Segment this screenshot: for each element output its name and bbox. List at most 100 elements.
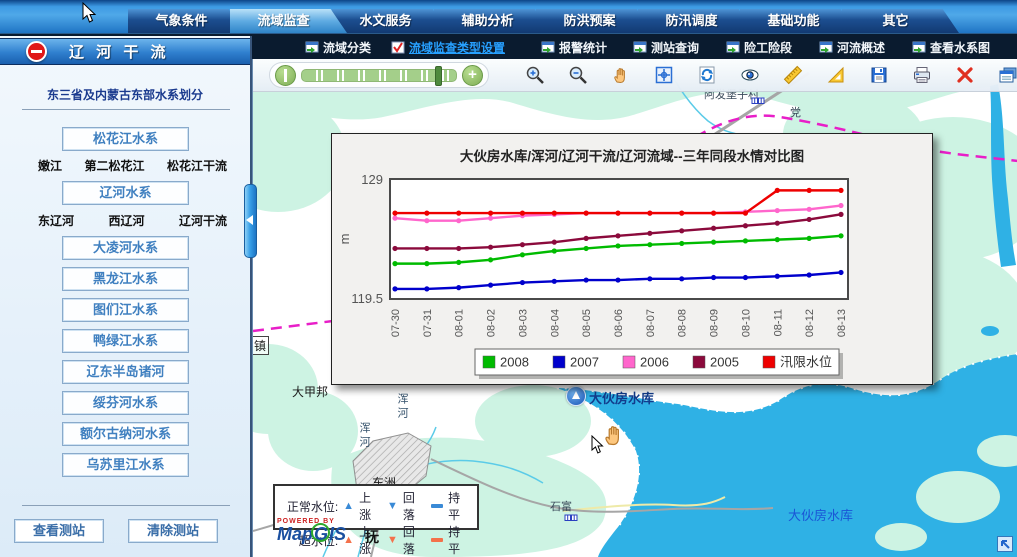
btn-songhuajiang-watershed[interactable]: 松花江水系 [62,127,189,151]
zoom-in-icon[interactable] [525,65,545,85]
menu-item-label: 查看水系图 [930,40,991,55]
form-window-icon [726,41,740,53]
reservoir-marker-label[interactable]: 大伙房水库 [589,391,655,406]
measure-angle-icon[interactable] [826,65,846,85]
legend-swatch [482,355,496,369]
x-tick-label: 08-13 [836,309,848,337]
tab-other[interactable]: 其它 [842,9,959,33]
menu-monitor-type-settings[interactable]: 流域监查类型设置 [391,34,505,60]
nw-arrow-icon [1001,540,1010,549]
zoom-min-button[interactable] [275,64,296,86]
place-label: 大甲邦 [292,385,329,399]
mouse-cursor [82,2,97,23]
reservoir-marker-icon[interactable] [566,386,586,406]
reservoir-water [556,84,1017,557]
fall-triangle-icon: ▼ [386,534,398,546]
btn-wusulijiang-watershed[interactable]: 乌苏里江水系 [62,453,189,477]
btn-suifenhe-watershed[interactable]: 绥芬河水系 [62,391,189,415]
overview-map-toggle[interactable] [997,536,1013,552]
map-area[interactable]: 阿发堡子村 党 哈 镇 大甲邦 浑河 浑河 东洲 抚 石富 大伙房水库 大伙房水… [252,59,1017,557]
menu-alarm-statistics[interactable]: 报警统计 [541,34,607,60]
x-tick-label: 08-07 [645,309,657,337]
menu-basin-classify[interactable]: 流域分类 [305,34,371,60]
menu-item-label: 报警统计 [559,40,608,55]
print-icon[interactable] [912,65,932,85]
powered-by-text: POWERED BY [277,518,335,525]
link-second-songhua[interactable]: 第二松花江 [84,159,145,173]
sidebar-collapse-handle[interactable] [244,184,257,258]
tab-basic-functions[interactable]: 基础功能 [740,9,857,33]
menu-station-query[interactable]: 测站查询 [633,34,699,60]
mapgis-logo: POWERED BY MapGIS [277,518,346,543]
legend-series-name: 2008 [500,355,529,370]
legend-text: 回落 [402,491,415,522]
zoom-plus-button[interactable]: + [462,64,483,86]
tab-basin-monitor[interactable]: 流域监查 [230,9,347,33]
x-tick-label: 07-31 [422,309,434,337]
place-label: 抚 [365,529,379,545]
sidebar-title: 辽 河 干 流 [69,44,170,61]
save-icon[interactable] [869,65,889,85]
collapse-minus-icon[interactable] [26,41,47,62]
tab-flood-dispatch[interactable]: 防汛调度 [638,9,755,33]
tab-weather[interactable]: 气象条件 [128,9,245,33]
link-songhua-mainstream[interactable]: 松花江干流 [166,159,227,173]
btn-liaohe-watershed[interactable]: 辽河水系 [62,181,189,205]
legend-text: 上涨 [359,525,372,556]
x-tick-label: 08-01 [454,309,466,337]
menu-danger-sections[interactable]: 险工险段 [726,34,792,60]
link-nenjiang[interactable]: 嫩江 [38,159,63,173]
tab-aux-analysis[interactable]: 辅助分析 [434,9,551,33]
tab-hydro-service[interactable]: 水文服务 [332,9,449,33]
zoom-slider[interactable]: + [269,62,489,88]
full-extent-icon[interactable] [654,65,674,85]
x-tick-label: 08-05 [581,309,593,337]
measure-ruler-icon[interactable] [783,65,803,85]
reservoir-label: 大伙房水库 [788,508,854,523]
link-liaohe-mainstream[interactable]: 辽河干流 [178,214,227,228]
station-icon [564,514,578,521]
eye-icon[interactable] [740,65,760,85]
legend-series-name: 2006 [640,355,669,370]
window-manager-icon[interactable] [998,65,1017,85]
y-axis-label: m [337,234,352,245]
btn-tumenjiang-watershed[interactable]: 图们江水系 [62,298,189,322]
x-tick-label: 08-02 [486,309,498,337]
delete-icon[interactable] [955,65,975,85]
place-label: 党 [790,107,801,119]
brand-g: G [314,524,329,544]
sidebar-header: 辽 河 干 流 [0,38,250,65]
menu-river-overview[interactable]: 河流概述 [819,34,885,60]
btn-liaodong-rivers[interactable]: 辽东半岛诸河 [62,360,189,384]
btn-heilongjiang-watershed[interactable]: 黑龙江水系 [62,267,189,291]
x-tick-label: 08-09 [709,309,721,337]
pan-hand-icon[interactable] [611,65,631,85]
tab-flood-plan[interactable]: 防洪预案 [536,9,653,33]
view-stations-button[interactable]: 查看测站 [14,519,104,543]
clear-stations-button[interactable]: 清除测站 [128,519,218,543]
form-window-icon [541,41,555,53]
songhua-links: 嫩江 第二松花江 松花江干流 [0,157,252,173]
menu-view-water-system-map[interactable]: 查看水系图 [912,34,990,60]
link-east-liaohe[interactable]: 东辽河 [38,214,75,228]
divider [22,505,230,506]
legend-text: 上涨 [359,491,372,522]
btn-erguna-watershed[interactable]: 额尔古纳河水系 [62,422,189,446]
legend-text: 持平 [448,491,461,522]
btn-dalinghe-watershed[interactable]: 大凌河水系 [62,236,189,260]
x-tick-label: 07-30 [390,309,402,337]
river-label: 浑河 [396,393,408,421]
btn-yalujiang-watershed[interactable]: 鸭绿江水系 [62,329,189,353]
y-min-label: 119.5 [351,291,383,306]
zoom-slider-handle[interactable] [435,65,442,86]
chart-legend [474,348,840,376]
zoom-slider-track[interactable] [301,65,457,86]
refresh-icon[interactable] [697,65,717,85]
sidebar: 辽 河 干 流 东三省及内蒙古东部水系划分 松花江水系 嫩江 第二松花江 松花江… [0,36,252,557]
link-west-liaohe[interactable]: 西辽河 [108,214,145,228]
zoom-out-icon[interactable] [568,65,588,85]
form-window-icon [305,41,319,53]
legend-row-over: 超水位: ▲ 上涨 ▼ 回落 持平 [281,523,471,557]
legend-series-name: 汛限水位 [780,355,832,370]
